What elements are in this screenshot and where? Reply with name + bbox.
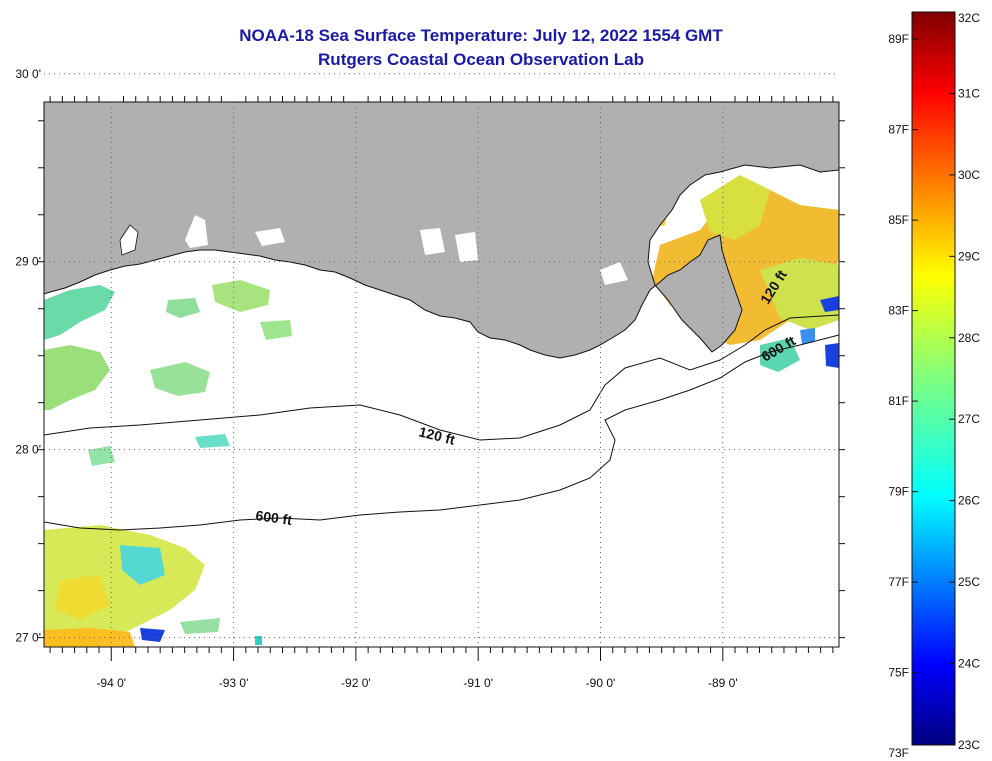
celsius-label: 24C (958, 657, 980, 671)
celsius-label: 27C (958, 412, 980, 426)
fahrenheit-label: 81F (888, 394, 909, 408)
lat-tick-label: 27 0' (15, 631, 41, 645)
celsius-label: 26C (958, 494, 980, 508)
contour-120ft-line (44, 314, 839, 441)
celsius-label: 25C (958, 575, 980, 589)
contour-600ft-line (44, 334, 839, 531)
celsius-label: 28C (958, 331, 980, 345)
lon-tick-label: -89 0' (708, 676, 738, 690)
celsius-label: 32C (958, 11, 980, 25)
celsius-label: 23C (958, 738, 980, 752)
lon-tick-label: -91 0' (463, 676, 493, 690)
contour-600-west-label: 600 ft (255, 507, 294, 528)
colorbar-ticks: 32C 31C 30C 29C 28C 27C 26C 25C 24C 23C 89F 87F 85F 8… (888, 11, 980, 760)
fahrenheit-label: 75F (888, 666, 909, 680)
fahrenheit-label: 73F (888, 746, 909, 760)
lat-tick-label: 28 0' (15, 443, 41, 457)
fahrenheit-label: 87F (888, 123, 909, 137)
fahrenheit-label: 83F (888, 304, 909, 318)
colorbar (911, 11, 956, 746)
map-title: NOAA-18 Sea Surface Temperature: July 12… (239, 26, 723, 45)
lon-tick-label: -90 0' (586, 676, 616, 690)
celsius-label: 30C (958, 168, 980, 182)
map-ticks (38, 96, 845, 661)
land-mass (44, 102, 839, 359)
lon-tick-label: -94 0' (96, 676, 126, 690)
lat-tick-label: 29 0' (15, 255, 41, 269)
fahrenheit-label: 77F (888, 575, 909, 589)
lon-tick-label: -93 0' (219, 676, 249, 690)
fahrenheit-label: 89F (888, 32, 909, 46)
celsius-label: 31C (958, 86, 980, 100)
fahrenheit-label: 85F (888, 213, 909, 227)
lat-lon-grid (44, 73, 839, 647)
map-subtitle: Rutgers Coastal Ocean Observation Lab (318, 50, 644, 69)
celsius-label: 29C (958, 249, 980, 263)
lon-tick-label: -92 0' (341, 676, 371, 690)
fahrenheit-label: 79F (888, 485, 909, 499)
lat-tick-label: 30 0' (15, 67, 41, 81)
axis-labels: -94 0' -93 0' -92 0' -91 0' -90 0' -89 0' 30 0… (15, 67, 737, 690)
